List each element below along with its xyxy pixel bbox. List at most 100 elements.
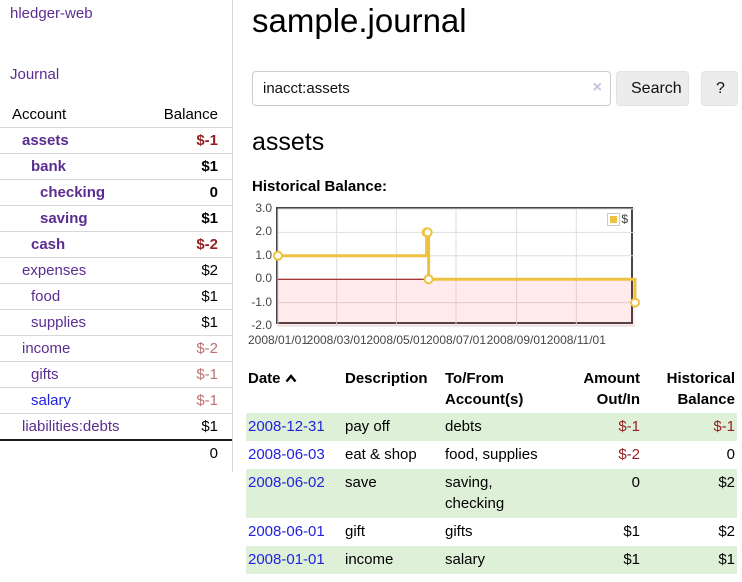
account-link[interactable]: cash <box>31 236 66 253</box>
transaction-amount: $-1 <box>618 418 640 435</box>
data-point-marker <box>630 297 640 308</box>
transaction-description: gift <box>345 523 366 540</box>
main-content: sample.journal × Search ? assets Histori… <box>246 0 738 574</box>
balance-chart-plot: $ <box>273 207 640 327</box>
transaction-date-link[interactable]: 2008-06-03 <box>248 446 325 463</box>
account-link[interactable]: income <box>22 340 71 357</box>
account-balance: $2 <box>201 262 218 279</box>
transaction-balance: $-1 <box>713 418 735 435</box>
data-point-marker <box>422 227 433 238</box>
transaction-row[interactable]: 2008-06-03 eat & shop food, supplies $-2 0 <box>246 441 737 469</box>
data-point-marker <box>423 274 434 285</box>
account-link[interactable]: checking <box>40 184 106 201</box>
transaction-row[interactable]: 2008-12-31 pay off debts $-1 $-1 <box>246 413 737 441</box>
x-axis-tick-label: 2008/01/01 <box>247 333 309 347</box>
account-row: assets $-1 <box>0 127 232 154</box>
y-axis-tick-label: 2.0 <box>255 224 272 239</box>
accounts-table: Account Balance assets $-1 bank $1 checking 0… <box>0 102 232 466</box>
transaction-date-link[interactable]: 2008-06-02 <box>248 474 325 491</box>
account-row: bank $1 <box>0 153 232 180</box>
sidebar-item-journal[interactable]: Journal <box>10 66 60 83</box>
transaction-row[interactable]: 2008-06-02 save saving, checking 0 $2 <box>246 469 737 518</box>
register-col-accounts: To/From Account(s) <box>445 370 524 408</box>
account-balance: $1 <box>201 288 218 305</box>
account-link[interactable]: expenses <box>22 262 87 279</box>
transaction-date-link[interactable]: 2008-01-01 <box>248 551 325 568</box>
account-row: food $1 <box>0 283 232 310</box>
x-axis-tick-label: 2008/05/01 <box>366 333 427 347</box>
account-page-title: assets <box>252 128 325 156</box>
transaction-amount: $-2 <box>618 446 640 463</box>
account-balance: $1 <box>201 314 218 331</box>
y-axis-tick-label: 0.0 <box>255 271 272 286</box>
account-link[interactable]: liabilities:debts <box>22 418 120 435</box>
legend-swatch-icon <box>607 212 621 226</box>
account-balance: $1 <box>201 210 218 227</box>
x-axis-tick-label: 2008/03/01 <box>306 333 367 347</box>
account-link[interactable]: food <box>31 288 61 305</box>
legend-label: $ <box>621 212 628 226</box>
transaction-amount: 0 <box>631 474 640 491</box>
account-link[interactable]: bank <box>31 158 67 175</box>
account-row: liabilities:debts $1 <box>0 413 232 441</box>
account-balance: $1 <box>201 158 218 175</box>
search-input[interactable] <box>252 71 611 106</box>
sidebar: hledger-web Journal Account Balance asse… <box>0 0 233 472</box>
chart-legend: $ <box>607 212 628 226</box>
transaction-accounts: gifts <box>445 523 473 540</box>
transaction-date-link[interactable]: 2008-06-01 <box>248 523 325 540</box>
transaction-balance: 0 <box>726 446 735 463</box>
search-button[interactable]: Search <box>616 71 689 106</box>
y-axis-tick-label: 1.0 <box>255 247 272 262</box>
clear-search-icon[interactable]: × <box>592 79 602 96</box>
register-col-amount: Amount Out/In <box>583 370 640 408</box>
account-link[interactable]: saving <box>40 210 88 227</box>
account-row: cash $-2 <box>0 231 232 258</box>
account-link[interactable]: assets <box>22 132 69 149</box>
account-balance: $-2 <box>196 236 218 253</box>
accounts-total-row: 0 <box>0 440 232 466</box>
chart-title: Historical Balance: <box>252 178 388 195</box>
account-balance: $-1 <box>196 132 218 149</box>
transaction-description: save <box>345 474 377 491</box>
account-link[interactable]: supplies <box>31 314 87 331</box>
transaction-row[interactable]: 2008-01-01 income salary $1 $1 <box>246 546 737 574</box>
register-col-date[interactable]: Date <box>246 365 343 413</box>
transaction-accounts: saving, checking <box>445 474 505 512</box>
accounts-col-balance: Balance <box>163 106 218 123</box>
transaction-description: eat & shop <box>345 446 417 463</box>
account-balance: $-2 <box>196 340 218 357</box>
transaction-balance: $2 <box>718 474 735 491</box>
register-body: 2008-12-31 pay off debts $-1 $-1 2008-06-03 ea… <box>246 413 737 574</box>
account-row: salary $-1 <box>0 387 232 414</box>
data-point-marker <box>273 250 283 261</box>
transaction-amount: $1 <box>623 551 640 568</box>
register-table: Date Description To/From Account(s) Amou… <box>246 365 737 574</box>
transaction-amount: $1 <box>623 523 640 540</box>
transaction-date-link[interactable]: 2008-12-31 <box>248 418 325 435</box>
account-balance: $-1 <box>196 392 218 409</box>
accounts-total-value: 0 <box>209 445 218 462</box>
help-button[interactable]: ? <box>701 71 738 106</box>
account-link[interactable]: salary <box>31 392 72 409</box>
search-form: × Search ? <box>252 71 738 106</box>
transaction-row[interactable]: 2008-06-01 gift gifts $1 $2 <box>246 518 737 546</box>
transaction-accounts: food, supplies <box>445 446 538 463</box>
sidebar-accounts-body: Account Balance assets $-1 bank $1 checking 0… <box>0 102 232 466</box>
transaction-accounts: salary <box>445 551 486 568</box>
x-axis-tick-label: 2008/07/01 <box>425 333 487 347</box>
account-balance: $1 <box>201 418 218 435</box>
x-axis-tick-label: 2008/11/01 <box>546 333 606 347</box>
sort-ascending-icon <box>285 368 297 389</box>
app-title-link[interactable]: hledger-web <box>10 5 93 22</box>
register-col-balance: Historical Balance <box>666 370 735 408</box>
accounts-col-account: Account <box>12 106 67 123</box>
accounts-header-row: Account Balance <box>0 102 232 128</box>
register-col-description: Description <box>345 370 428 387</box>
transaction-accounts: debts <box>445 418 482 435</box>
x-axis-tick-label: 2008/09/01 <box>486 333 547 347</box>
account-balance: 0 <box>209 184 218 201</box>
account-link[interactable]: gifts <box>31 366 59 383</box>
transaction-balance: $1 <box>718 551 735 568</box>
y-axis-tick-label: 3.0 <box>255 201 272 215</box>
